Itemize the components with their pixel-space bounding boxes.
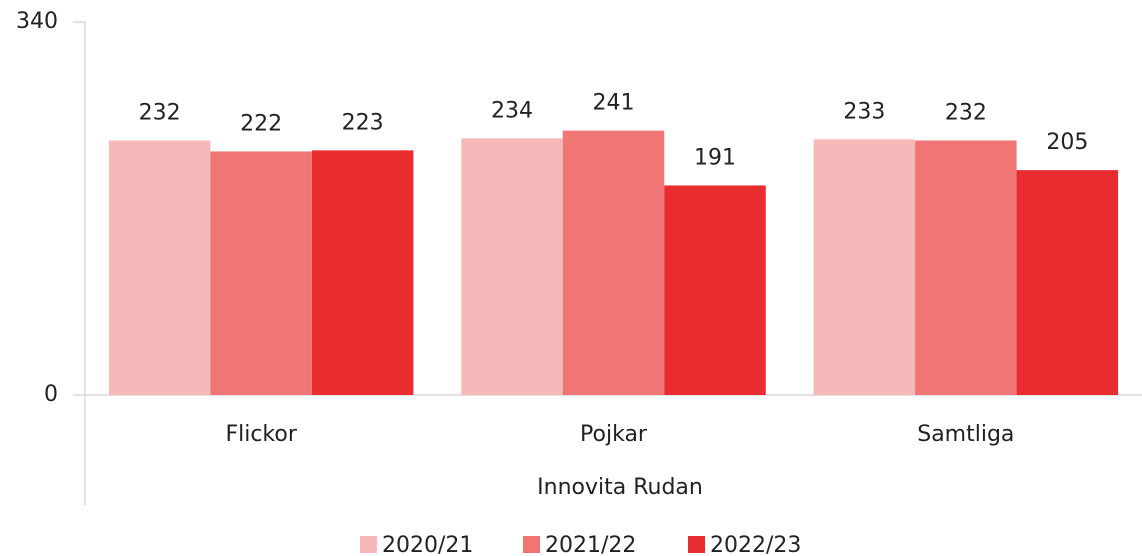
data-label: 191 [694, 145, 736, 170]
bar [813, 139, 916, 395]
bar [210, 151, 312, 395]
data-label: 205 [1046, 130, 1088, 155]
legend-swatch [688, 536, 705, 553]
bar [461, 138, 563, 395]
x-axis-label: Innovita Rudan [537, 475, 703, 500]
x-tick-label: Samtliga [917, 422, 1014, 447]
bar [108, 140, 211, 395]
bar [664, 185, 766, 395]
bar [311, 150, 414, 395]
data-label: 233 [843, 99, 885, 124]
bar [1016, 170, 1119, 395]
data-label: 241 [593, 91, 635, 116]
data-label: 234 [491, 98, 533, 123]
x-tick-label: Flickor [225, 422, 297, 447]
legend-swatch [360, 536, 377, 553]
legend-swatch [523, 536, 540, 553]
bar [562, 130, 665, 395]
legend-label: 2021/22 [545, 533, 636, 556]
data-label: 232 [945, 100, 987, 125]
x-tick-label: Pojkar [580, 422, 648, 447]
legend-label: 2020/21 [382, 533, 473, 556]
y-tick-label: 340 [16, 9, 58, 34]
legend-label: 2022/23 [710, 533, 801, 556]
data-label: 232 [139, 100, 181, 125]
y-tick-label: 0 [44, 382, 58, 407]
bar [915, 140, 1017, 395]
data-label: 222 [240, 111, 282, 136]
data-label: 223 [342, 110, 384, 135]
